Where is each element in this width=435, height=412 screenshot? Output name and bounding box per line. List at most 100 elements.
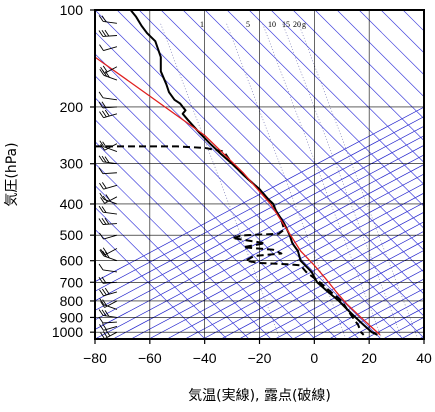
wind-barb [99, 109, 118, 119]
barb-feather [98, 101, 104, 109]
dry-adiabat [382, 316, 424, 339]
wind-barb [98, 29, 117, 37]
moist-adiabat [95, 53, 382, 339]
wind-barb [98, 167, 117, 175]
barb-shaft [103, 20, 117, 24]
barb-feather [104, 109, 110, 117]
wind-barb [98, 263, 117, 273]
dry-adiabat [238, 240, 424, 339]
barb-feather [100, 197, 105, 204]
x-tick-label: −40 [193, 350, 217, 366]
wind-barb [98, 101, 117, 109]
barb-feather [99, 140, 105, 148]
barb-shaft [103, 198, 118, 205]
barb-feather [101, 309, 107, 317]
barb-shaft [104, 66, 118, 74]
barb-shaft [103, 161, 117, 165]
barb-feather [98, 309, 104, 316]
barb-feather [100, 248, 105, 256]
barb-shaft [103, 74, 118, 81]
dry-adiabat [292, 269, 424, 339]
wind-barb [99, 140, 118, 152]
moist-adiabat [95, 141, 294, 339]
dry-adiabat [202, 221, 424, 339]
barb-feather [99, 44, 104, 51]
barb-feather [99, 298, 105, 305]
wind-barb [98, 91, 117, 101]
mixing-ratio-label: 20 [293, 20, 301, 29]
barb-feather [102, 195, 108, 203]
wind-barb [99, 69, 118, 81]
wind-barb [99, 182, 118, 190]
y-tick-label: 100 [60, 2, 84, 18]
dry-adiabat [166, 202, 424, 339]
moist-adiabat [116, 10, 424, 317]
barb-feather [100, 144, 105, 151]
wind-barbs [98, 10, 118, 339]
wind-barb [99, 192, 118, 205]
dry-adiabat [95, 125, 424, 302]
dry-adiabat [95, 116, 424, 292]
barb-shaft [103, 46, 118, 52]
barb-feather [99, 182, 104, 190]
mixing-ratio-line [261, 21, 383, 339]
barb-shaft [102, 35, 117, 37]
wind-barb [99, 44, 118, 52]
barb-feather [102, 70, 107, 77]
barb-shaft [104, 143, 118, 151]
barb-feather [100, 332, 105, 339]
wind-barb [98, 309, 117, 318]
barb-shaft [103, 234, 118, 240]
moist-adiabat [95, 31, 404, 339]
moist-adiabat [160, 10, 424, 273]
barb-shaft [103, 184, 118, 190]
barb-shaft [103, 315, 117, 318]
y-tick-label: 900 [60, 309, 84, 325]
y-tick-label: 200 [60, 99, 84, 115]
barb-feather [102, 331, 108, 338]
x-tick-label: −20 [248, 350, 272, 366]
barb-feather [102, 299, 107, 306]
dry-adiabat [130, 183, 424, 339]
barb-shaft [102, 281, 117, 284]
barb-feather [104, 29, 110, 37]
wind-barb [99, 249, 118, 262]
dry-adiabat [148, 192, 424, 339]
barb-shaft [103, 291, 118, 297]
barb-feather [100, 301, 105, 308]
barb-feather [101, 276, 107, 284]
barb-feather [99, 192, 105, 200]
barb-feather [105, 194, 111, 201]
barb-feather [99, 69, 105, 76]
barb-shaft [103, 255, 118, 262]
barb-feather [99, 324, 104, 331]
barb-feather [105, 71, 110, 78]
mixing-ratio-label: 1 [200, 20, 204, 29]
barb-feather [101, 110, 107, 118]
barb-feather [101, 30, 107, 37]
barb-shaft [103, 211, 117, 215]
barb-shaft [103, 113, 118, 119]
moist-adiabat [336, 10, 424, 98]
moist-adiabat [270, 10, 424, 164]
wind-barb [99, 298, 118, 310]
barb-shaft [103, 97, 117, 101]
dry-adiabat [220, 230, 424, 339]
moist-adiabat [402, 10, 424, 32]
wind-barb [99, 232, 118, 240]
moist-adiabat [380, 10, 424, 54]
dewpoint-line [95, 145, 365, 336]
wind-barb [98, 205, 117, 215]
y-tick-label: 500 [60, 227, 84, 243]
y-tick-label: 300 [60, 156, 84, 172]
barb-feather [101, 288, 107, 296]
dry-adiabat [95, 135, 424, 311]
wind-barb [98, 155, 117, 165]
moist-adiabat [182, 10, 424, 251]
barb-feather [98, 218, 104, 225]
barb-feather [102, 141, 107, 149]
y-tick-label: 600 [60, 253, 84, 269]
x-tick-label: 0 [310, 350, 318, 366]
x-tick-label: 40 [416, 350, 432, 366]
